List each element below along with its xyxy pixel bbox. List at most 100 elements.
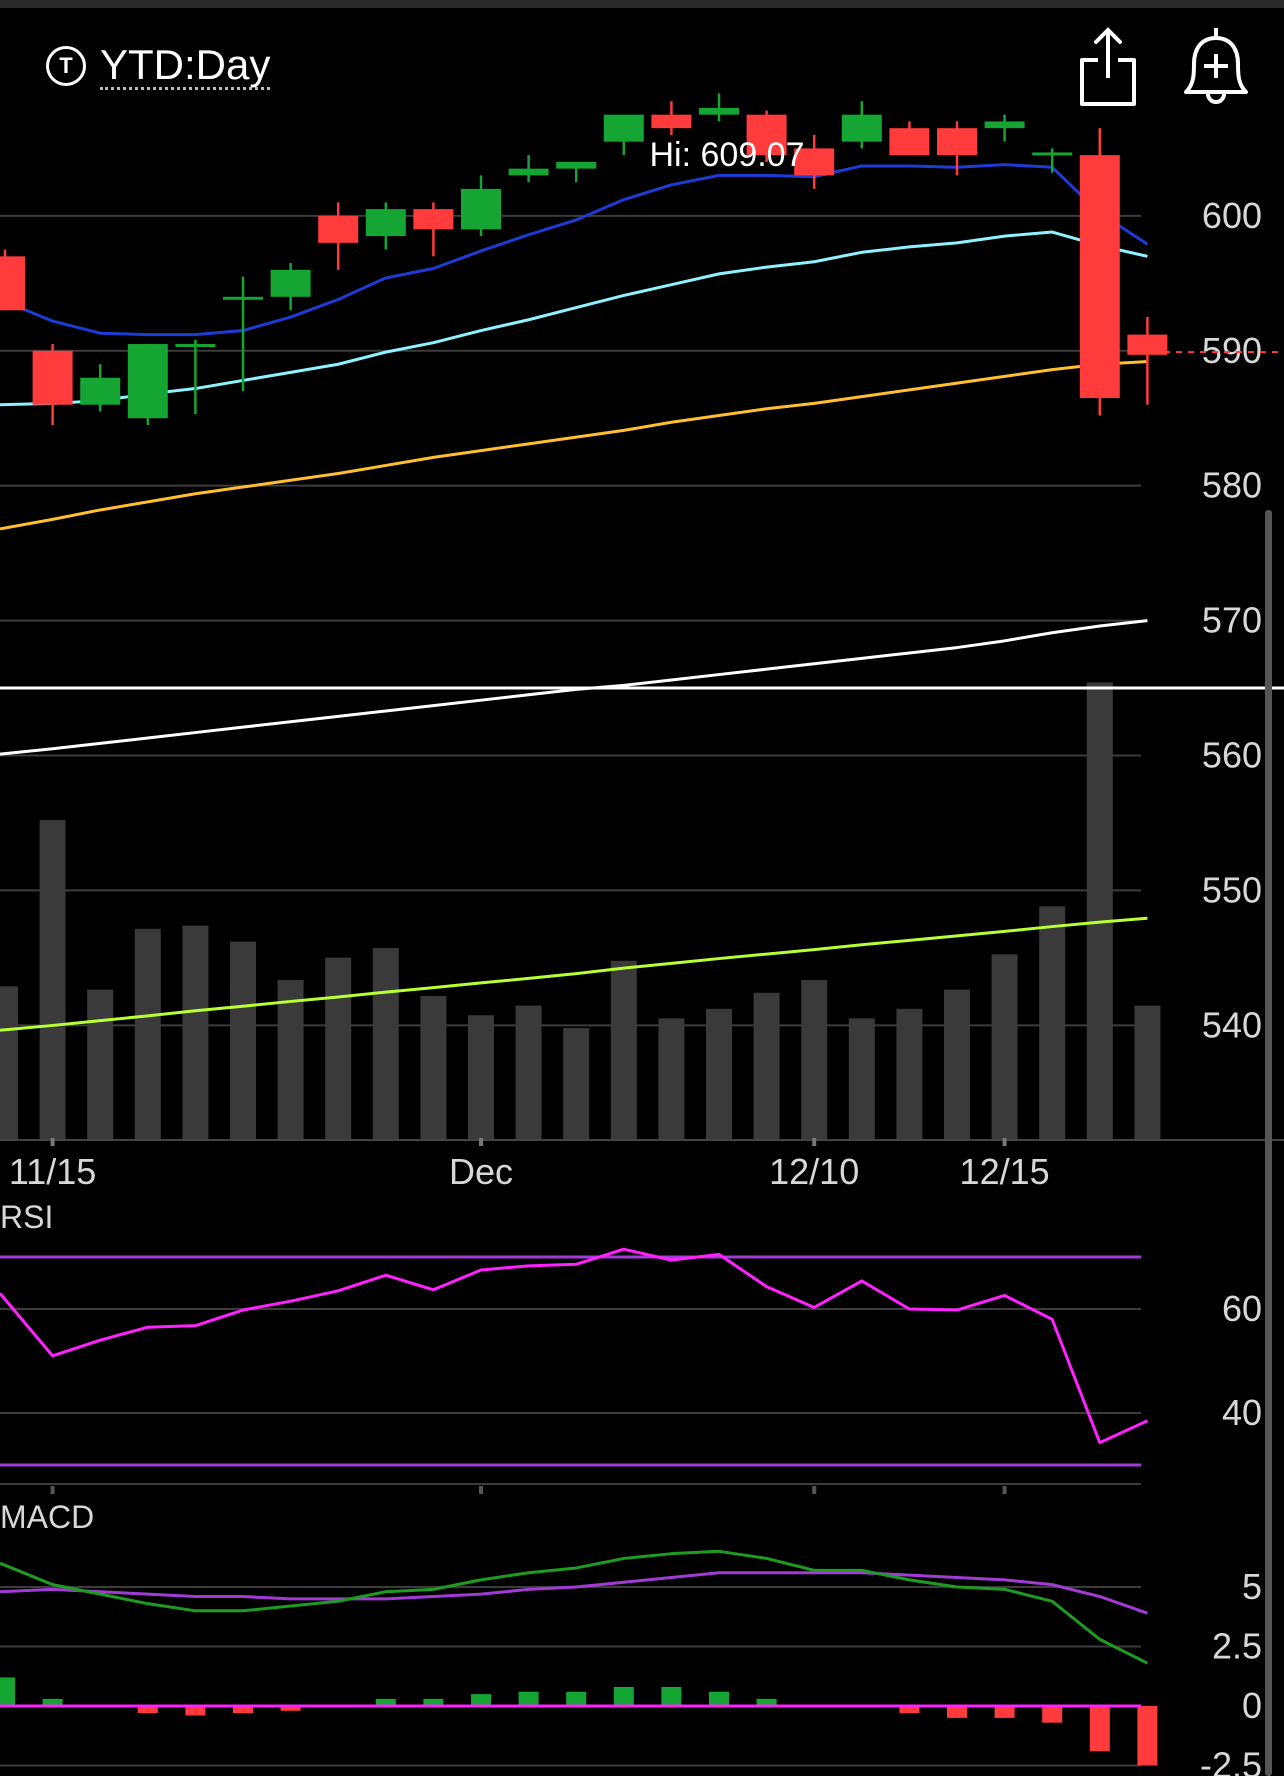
date-axis-label: 12/10 <box>769 1151 859 1192</box>
candle-body <box>937 128 977 156</box>
bell-plus-icon[interactable] <box>1176 22 1256 112</box>
price-axis-label: 600 <box>1202 195 1262 236</box>
volume-bar <box>944 989 970 1140</box>
period-label[interactable]: YTD:Day <box>100 40 271 90</box>
candle <box>556 161 597 183</box>
share-icon[interactable] <box>1068 22 1148 112</box>
candle <box>508 155 549 183</box>
price-axis-label: 590 <box>1202 330 1262 371</box>
macd-title: MACD <box>0 1499 94 1535</box>
volume-bar <box>991 954 1018 1140</box>
candle-body <box>699 107 739 115</box>
macd-histogram <box>0 1677 1158 1766</box>
top-edge <box>0 0 1284 8</box>
volume-bar <box>848 1018 875 1140</box>
ma-long-line <box>0 360 1148 531</box>
macd-histogram-bar <box>899 1706 920 1714</box>
candle <box>461 175 501 237</box>
rsi-axis-label: 40 <box>1222 1392 1262 1433</box>
macd-axis-label: 5 <box>1242 1566 1262 1607</box>
volume-bar <box>515 1005 542 1140</box>
macd-histogram-bar <box>756 1698 777 1706</box>
macd-histogram-bar <box>375 1698 396 1706</box>
timezone-icon: T <box>46 46 86 86</box>
high-annotation: Hi: 609.07 <box>650 136 805 174</box>
candle <box>1032 148 1073 173</box>
volume-ma-line <box>0 916 1148 1032</box>
macd-histogram-bar <box>661 1686 682 1706</box>
macd-histogram-bar <box>1042 1706 1063 1723</box>
date-axis-label: 11/15 <box>9 1151 96 1192</box>
candle-body <box>175 344 216 348</box>
volume-bar <box>87 989 114 1140</box>
candle-body <box>794 148 835 176</box>
macd-histogram-bar <box>518 1691 539 1706</box>
macd-line <box>0 1549 1149 1665</box>
volume-bar <box>372 948 399 1140</box>
price-axis-label: 570 <box>1202 600 1262 641</box>
candle <box>889 121 930 156</box>
price-gridlines <box>0 214 1141 1027</box>
candle-body <box>413 209 454 230</box>
volume-bar <box>39 820 66 1140</box>
candle-body <box>841 114 882 142</box>
candle <box>937 121 977 176</box>
volume-bar <box>277 980 304 1140</box>
price-axis-label: 550 <box>1202 869 1262 910</box>
rsi-title: RSI <box>0 1199 53 1235</box>
period-selector[interactable]: T YTD:Day <box>46 40 271 92</box>
macd-histogram-bar <box>566 1691 587 1706</box>
macd-axis-label: 2.5 <box>1212 1626 1262 1667</box>
rsi-line <box>0 1247 1149 1445</box>
candle <box>984 114 1025 142</box>
volume-bar <box>1039 906 1066 1140</box>
candle <box>175 339 216 415</box>
volume-bar <box>182 925 209 1140</box>
ma-200-line <box>0 619 1148 756</box>
candle-body <box>127 344 168 419</box>
candle <box>1127 317 1168 405</box>
candle-body <box>32 350 73 405</box>
macd-histogram-bar <box>613 1686 634 1706</box>
candle-body <box>603 114 644 142</box>
date-axis-label: 12/15 <box>960 1151 1050 1192</box>
volume-bars <box>0 682 1161 1140</box>
candle-body <box>461 188 501 230</box>
rsi-axis-label: 60 <box>1222 1288 1262 1329</box>
volume-bar <box>420 996 447 1140</box>
candle-body <box>365 209 406 237</box>
volume-bar <box>468 1015 494 1140</box>
volume-bar <box>134 928 161 1140</box>
candle-body <box>270 269 311 297</box>
macd-histogram-bar <box>1137 1706 1158 1766</box>
candle <box>32 344 73 425</box>
candle-body <box>889 128 930 156</box>
macd-histogram-bar <box>185 1706 206 1716</box>
macd-histogram-bar <box>709 1691 729 1706</box>
candle <box>746 110 787 162</box>
candle-body <box>556 161 597 169</box>
volume-bar <box>753 992 780 1140</box>
toolbar: T YTD:Day <box>0 0 1284 130</box>
candle-body <box>1079 155 1120 398</box>
volume-bar <box>706 1008 732 1140</box>
volume-bar <box>230 941 256 1140</box>
macd-histogram-bar <box>42 1698 63 1706</box>
date-axis-label: Dec <box>449 1151 513 1192</box>
volume-bar <box>325 957 352 1140</box>
candle-body <box>1032 152 1073 156</box>
volume-bar <box>610 960 637 1140</box>
candle <box>841 101 882 149</box>
macd-histogram-bar <box>137 1706 158 1714</box>
candle-body <box>508 168 549 176</box>
candle <box>270 263 311 311</box>
macd-histogram-bar <box>423 1698 444 1706</box>
candle <box>0 249 25 311</box>
candle-body <box>651 114 692 129</box>
macd-axis-label: 0 <box>1242 1685 1262 1726</box>
candle <box>651 101 692 135</box>
candle <box>80 364 121 412</box>
candle <box>127 344 168 425</box>
price-axis-label: 560 <box>1202 735 1262 776</box>
